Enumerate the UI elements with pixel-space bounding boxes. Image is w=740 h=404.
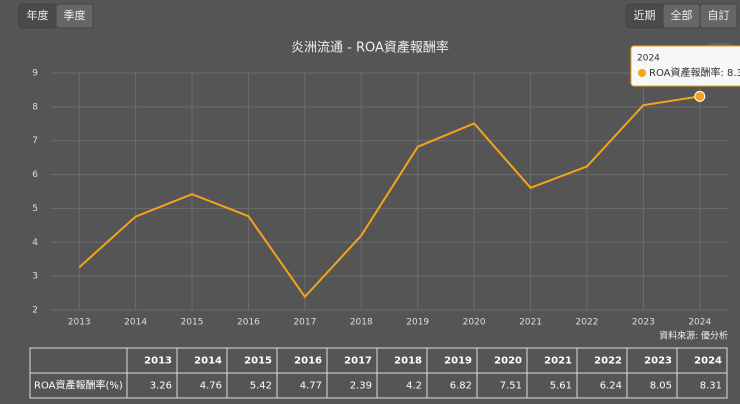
button-label: 全部 bbox=[671, 8, 693, 22]
table-cell: 8.05 bbox=[650, 381, 672, 392]
table-header: 2018 bbox=[394, 356, 422, 367]
x-tick-label: 2021 bbox=[519, 318, 542, 328]
table-cell: 7.51 bbox=[500, 381, 522, 392]
toggle-button[interactable]: 季度 bbox=[55, 3, 94, 29]
button-label: 近期 bbox=[634, 9, 656, 22]
y-tick-label: 4 bbox=[32, 238, 38, 248]
toggle-button[interactable]: 近期 bbox=[625, 3, 664, 29]
table-header: 2023 bbox=[644, 356, 672, 367]
table-cell: 6.82 bbox=[450, 381, 472, 392]
x-tick-label: 2017 bbox=[293, 318, 316, 328]
button-label: 自訂 bbox=[708, 8, 730, 22]
table-header: 2017 bbox=[344, 356, 372, 367]
table-cell: 5.42 bbox=[250, 381, 272, 392]
x-tick-label: 2016 bbox=[237, 318, 260, 328]
source-note: 資料來源: 優分析 bbox=[659, 330, 728, 342]
table-cell: 4.77 bbox=[300, 381, 322, 392]
table-cell: 4.76 bbox=[200, 381, 222, 392]
y-tick-label: 5 bbox=[32, 204, 38, 214]
x-tick-label: 2014 bbox=[124, 318, 147, 328]
table-cell: 6.24 bbox=[600, 381, 622, 392]
series-line bbox=[78, 95, 700, 299]
table-cell: 2.39 bbox=[350, 381, 372, 392]
x-tick-label: 2018 bbox=[350, 318, 373, 328]
table-cell: 4.2 bbox=[406, 381, 422, 392]
chart-title: 炎洲流通 - ROA資產報酬率 bbox=[291, 40, 449, 56]
y-tick-label: 9 bbox=[32, 69, 38, 79]
button-bg bbox=[699, 3, 738, 29]
x-tick-label: 2020 bbox=[463, 318, 486, 328]
table-row-label: ROA資產報酬率(%) bbox=[34, 379, 123, 392]
table-header: 2024 bbox=[694, 356, 722, 367]
table-header: 2015 bbox=[244, 356, 272, 367]
button-label: 季度 bbox=[64, 8, 86, 22]
toggle-button[interactable]: 全部 bbox=[662, 3, 701, 29]
table-header: 2014 bbox=[194, 356, 222, 367]
highlight-point bbox=[694, 90, 706, 102]
table-cell: 8.31 bbox=[700, 381, 722, 392]
table-header: 2019 bbox=[444, 356, 472, 367]
y-tick-label: 3 bbox=[32, 272, 38, 282]
table-header: 2020 bbox=[494, 356, 522, 367]
table-header: 2021 bbox=[544, 356, 572, 367]
x-tick-label: 2015 bbox=[181, 318, 204, 328]
x-tick-label: 2024 bbox=[688, 318, 711, 328]
toggle-button[interactable]: 自訂 bbox=[699, 3, 738, 29]
toggle-button[interactable]: 年度 bbox=[18, 3, 57, 29]
y-tick-label: 8 bbox=[32, 102, 38, 112]
table-header: 2022 bbox=[594, 356, 622, 367]
tooltip-title: 2024 bbox=[637, 54, 660, 64]
tooltip-box bbox=[630, 45, 740, 87]
table-header: 2016 bbox=[294, 356, 322, 367]
tooltip-dot bbox=[638, 69, 646, 77]
y-tick-label: 6 bbox=[32, 170, 38, 180]
button-bg bbox=[55, 3, 94, 29]
table-cell: 3.26 bbox=[150, 381, 172, 392]
y-tick-label: 2 bbox=[32, 306, 38, 316]
x-tick-label: 2019 bbox=[406, 318, 429, 328]
y-tick-label: 7 bbox=[32, 136, 38, 146]
x-tick-label: 2022 bbox=[576, 318, 599, 328]
table-header: 2013 bbox=[144, 356, 172, 367]
x-tick-label: 2023 bbox=[632, 318, 655, 328]
table-cell: 5.61 bbox=[550, 381, 572, 392]
tooltip-text: ROA資產報酬率: 8.3 bbox=[649, 66, 740, 79]
button-label: 年度 bbox=[27, 8, 49, 22]
x-tick-label: 2013 bbox=[68, 318, 91, 328]
